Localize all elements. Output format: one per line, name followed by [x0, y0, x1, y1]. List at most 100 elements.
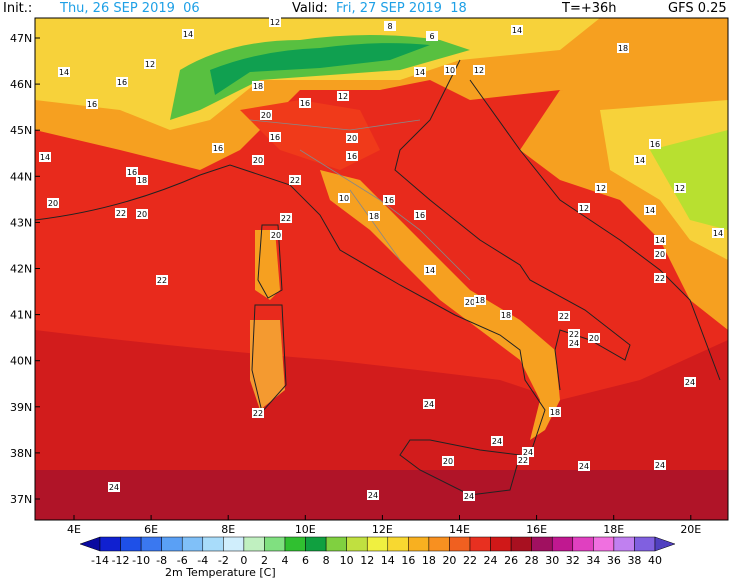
- label-box: [383, 195, 395, 205]
- lat-label: 44N: [10, 170, 32, 183]
- lon-label: 14E: [449, 523, 470, 536]
- temperature-label: 24: [424, 400, 434, 409]
- label-box: [126, 167, 138, 177]
- temperature-label: 12: [270, 18, 280, 27]
- lon-label: 10E: [295, 523, 316, 536]
- label-box: [654, 235, 666, 245]
- temperature-label: 14: [512, 26, 522, 35]
- temperature-label: 14: [645, 206, 655, 215]
- temperature-label: 24: [655, 461, 665, 470]
- label-box: [337, 91, 349, 101]
- label-box: [108, 482, 120, 492]
- temperature-label: 12: [474, 66, 484, 75]
- temperature-label: 10: [339, 194, 349, 203]
- lon-label: 8E: [221, 523, 235, 536]
- temperature-label: 14: [40, 153, 50, 162]
- lat-label: 45N: [10, 124, 32, 137]
- lat-label: 39N: [10, 401, 32, 414]
- temperature-label: 24: [523, 448, 533, 457]
- temperature-label: 18: [137, 176, 147, 185]
- temperature-label: 24: [569, 339, 579, 348]
- label-box: [424, 265, 436, 275]
- lat-label: 46N: [10, 78, 32, 91]
- label-box: [136, 175, 148, 185]
- label-box: [634, 155, 646, 165]
- colorbar-label: 40: [648, 554, 662, 567]
- label-box: [491, 436, 503, 446]
- lon-label: 18E: [603, 523, 624, 536]
- lon-label: 20E: [680, 523, 701, 536]
- colorbar-swatch: [510, 536, 532, 552]
- label-box: [649, 139, 661, 149]
- temperature-label: 14: [635, 156, 645, 165]
- temperature-label: 20: [589, 334, 599, 343]
- temperature-label: 18: [550, 408, 560, 417]
- colorbar-label: 2: [261, 554, 268, 567]
- colorbar-label: 18: [422, 554, 436, 567]
- temperature-label: 16: [347, 152, 357, 161]
- temperature-label: 14: [415, 68, 425, 77]
- colorbar-label: 36: [607, 554, 621, 567]
- colorbar-label: 22: [463, 554, 477, 567]
- label-box: [500, 310, 512, 320]
- colorbar-swatch: [346, 536, 368, 552]
- temperature-label: 16: [384, 196, 394, 205]
- temperature-label: 18: [618, 44, 628, 53]
- temperature-label: 22: [655, 274, 665, 283]
- temperature-label: 18: [475, 296, 485, 305]
- label-box: [144, 59, 156, 69]
- temperature-label: 22: [569, 330, 579, 339]
- temperature-label: 24: [579, 462, 589, 471]
- label-box: [212, 143, 224, 153]
- label-box: [423, 399, 435, 409]
- lat-label: 38N: [10, 447, 32, 460]
- colorbar-label: -8: [156, 554, 167, 567]
- temperature-label: 24: [109, 483, 119, 492]
- colorbar-swatch: [305, 536, 327, 552]
- temperature-label: 22: [518, 456, 528, 465]
- colorbar-swatch: [223, 536, 245, 552]
- colorbar-swatch: [99, 536, 121, 552]
- temperature-label: 20: [253, 156, 263, 165]
- label-box: [654, 273, 666, 283]
- colorbar-swatch: [366, 536, 389, 552]
- model-name: GFS 0.25: [668, 1, 727, 16]
- temperature-label: 12: [579, 204, 589, 213]
- colorbar-label: 6: [302, 554, 309, 567]
- init-label: Init.:: [3, 1, 32, 16]
- colorbar-label: 32: [566, 554, 580, 567]
- temperature-label: 22: [281, 214, 291, 223]
- temperature-label: 24: [685, 378, 695, 387]
- label-box: [474, 295, 486, 305]
- lat-label: 43N: [10, 216, 32, 229]
- label-box: [346, 151, 358, 161]
- label-box: [588, 333, 600, 343]
- label-box: [644, 205, 656, 215]
- temperature-label: 20: [261, 111, 271, 120]
- temperature-label: 14: [183, 30, 193, 39]
- temperature-label: 24: [492, 437, 502, 446]
- temperature-label: 16: [270, 133, 280, 142]
- colorbar-swatch: [387, 536, 409, 552]
- label-box: [58, 67, 70, 77]
- lat-label: 42N: [10, 263, 32, 276]
- colorbar-swatch: [120, 536, 142, 552]
- temperature-label: 22: [559, 312, 569, 321]
- colorbar-arrow-low: [79, 536, 101, 552]
- label-box: [517, 455, 529, 465]
- label-box: [578, 461, 590, 471]
- colorbar-swatch: [531, 536, 553, 552]
- label-box: [414, 67, 426, 77]
- init-time: Thu, 26 SEP 2019 06: [59, 1, 200, 16]
- label-box: [182, 29, 194, 39]
- label-box: [116, 77, 128, 87]
- colorbar-label: -2: [218, 554, 229, 567]
- colorbar-label: 30: [545, 554, 559, 567]
- colorbar-swatch: [551, 536, 574, 552]
- colorbar-title: 2m Temperature [C]: [165, 566, 276, 579]
- lat-label: 40N: [10, 355, 32, 368]
- temperature-label: 22: [116, 209, 126, 218]
- colorbar-label: -12: [112, 554, 130, 567]
- temperature-label: 20: [443, 457, 453, 466]
